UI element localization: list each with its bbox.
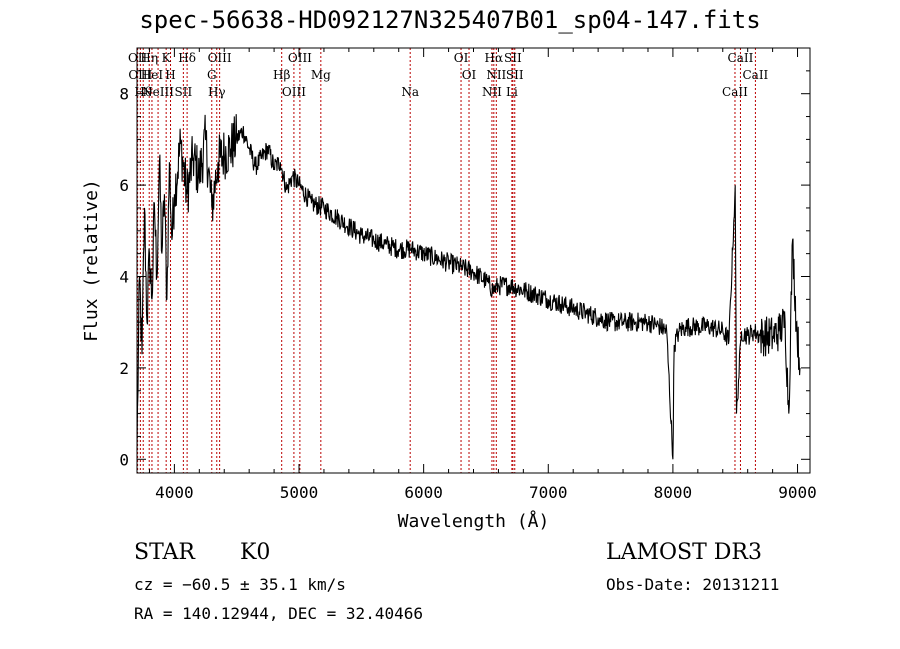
line-label: SII bbox=[175, 85, 193, 99]
line-label: SII bbox=[506, 68, 524, 82]
obs-date-text: Obs-Date: 20131211 bbox=[606, 575, 780, 594]
line-label: OIII bbox=[208, 51, 232, 65]
x-axis-label: Wavelength (Å) bbox=[398, 510, 550, 532]
line-label: Hδ bbox=[178, 51, 196, 65]
y-tick-label: 6 bbox=[119, 176, 129, 195]
line-label: NeIII bbox=[142, 85, 174, 99]
survey-name: LAMOST DR3 bbox=[606, 540, 762, 565]
line-label: OIII bbox=[282, 85, 306, 99]
redshift-text: cz = −60.5 ± 35.1 km/s bbox=[134, 575, 346, 594]
spectrum-series-line bbox=[136, 114, 801, 460]
line-label: NII bbox=[486, 68, 506, 82]
line-label: Mg bbox=[311, 68, 331, 82]
line-label: Na bbox=[401, 85, 419, 99]
line-label: Li bbox=[506, 85, 518, 99]
x-tick-label: 9000 bbox=[778, 483, 817, 502]
x-tick-label: 5000 bbox=[280, 483, 319, 502]
coordinates-text: RA = 140.12944, DEC = 32.40466 bbox=[134, 604, 423, 623]
x-tick-label: 8000 bbox=[654, 483, 693, 502]
line-label: CaII bbox=[728, 51, 754, 65]
line-label: SII bbox=[504, 51, 522, 65]
line-label: G bbox=[207, 68, 217, 82]
plot-frame bbox=[136, 47, 811, 474]
y-tick-label: 0 bbox=[119, 450, 129, 469]
x-tick-label: 7000 bbox=[529, 483, 568, 502]
x-tick-label: 4000 bbox=[155, 483, 194, 502]
line-label: OI bbox=[454, 51, 469, 65]
line-label: Hη bbox=[140, 51, 158, 65]
y-tick-label: 8 bbox=[119, 85, 129, 104]
line-label: NII bbox=[482, 85, 502, 99]
y-axis-label: Flux (relative) bbox=[81, 179, 102, 342]
object-class: STAR bbox=[134, 540, 195, 565]
line-label: OIII bbox=[288, 51, 312, 65]
y-tick-label: 2 bbox=[119, 359, 129, 378]
line-label: HeI bbox=[141, 68, 164, 82]
line-label: Hγ bbox=[208, 85, 226, 99]
line-label: OIII bbox=[128, 68, 152, 82]
line-label: OI bbox=[462, 68, 477, 82]
line-label: K bbox=[162, 51, 172, 65]
chart-title: spec-56638-HD092127N325407B01_sp04-147.f… bbox=[139, 6, 761, 34]
line-label: Hβ bbox=[273, 68, 290, 82]
line-label: OII bbox=[128, 51, 148, 65]
line-label: CaII bbox=[722, 85, 748, 99]
object-subclass: K0 bbox=[240, 540, 271, 565]
line-label: CaII bbox=[742, 68, 768, 82]
y-tick-label: 4 bbox=[119, 267, 129, 286]
x-tick-label: 6000 bbox=[404, 483, 443, 502]
line-label: Hθ bbox=[134, 85, 152, 99]
line-label: H bbox=[165, 68, 175, 82]
line-label: Hα bbox=[485, 51, 504, 65]
